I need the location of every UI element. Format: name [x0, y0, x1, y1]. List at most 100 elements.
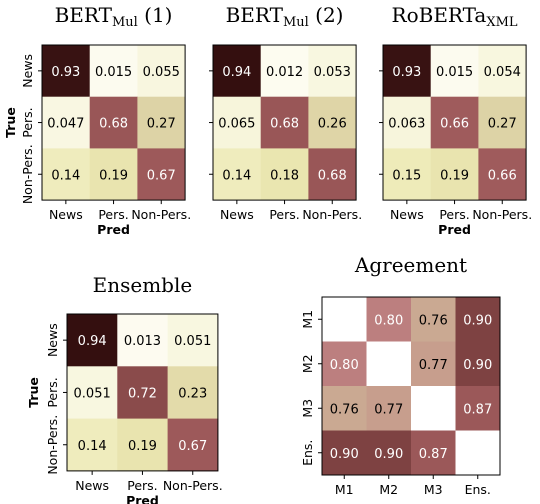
heatmap-panel-5: 0.80 0.76 0.90 0.80 0.77 0.90 0.76 0.77 0.87 0.90…: [300, 253, 501, 497]
heatmap-cell: [455, 386, 501, 431]
heatmap-cell: [308, 96, 357, 149]
cell-value-label: 0.14: [51, 168, 80, 183]
cell-value-label: 0.87: [463, 402, 492, 417]
cell-value-label: 0.19: [99, 168, 128, 183]
cell-value-label: 0.065: [218, 117, 255, 132]
cell-value-label: 0.015: [95, 65, 132, 80]
x-tick-label: Non-Pers.: [163, 478, 223, 493]
cell-value-label: 0.90: [463, 358, 492, 373]
heatmap-cell: [322, 297, 367, 342]
heatmap-cell: [42, 45, 91, 98]
heatmap-cell: [137, 148, 186, 201]
heatmap-cell: [383, 45, 432, 98]
x-tick-label: News: [390, 207, 424, 222]
cell-value-label: 0.67: [147, 168, 176, 183]
heatmap-cell: [260, 96, 309, 149]
cell-value-label: 0.77: [374, 402, 403, 417]
cell-value-label: 0.19: [440, 168, 469, 183]
y-axis-label: True: [3, 107, 18, 138]
cell-value-label: 0.19: [128, 439, 157, 454]
cell-value-label: 0.93: [51, 65, 80, 80]
x-axis-label: Pred: [126, 493, 159, 504]
x-tick-label: M2: [379, 482, 398, 497]
x-tick-label: Non-Pers.: [131, 207, 191, 222]
y-tick-label: Non-Pers.: [20, 144, 35, 204]
heatmap-cell: [260, 45, 309, 98]
heatmap-cell: [42, 96, 91, 149]
cell-value-label: 0.68: [99, 117, 128, 132]
heatmap-cell: [137, 96, 186, 149]
cell-value-label: 0.68: [270, 117, 299, 132]
cell-value-label: 0.66: [440, 117, 469, 132]
heatmap-cell: [430, 45, 479, 98]
cell-value-label: 0.015: [436, 65, 473, 80]
heatmap-cell: [366, 341, 412, 387]
heatmap-cell: [308, 148, 357, 201]
heatmap-cell: [411, 297, 456, 342]
cell-value-label: 0.80: [374, 313, 403, 328]
y-tick-label: Ens.: [300, 440, 315, 466]
panel-title: BERTMul (2): [226, 3, 344, 30]
cell-value-label: 0.94: [222, 65, 251, 80]
cell-value-label: 0.055: [143, 65, 180, 80]
heatmap-cell: [478, 96, 527, 149]
cell-value-label: 0.90: [330, 447, 359, 462]
panel-title: Ensemble: [93, 273, 193, 297]
heatmap-cell: [411, 341, 456, 387]
cell-value-label: 0.063: [388, 117, 425, 132]
heatmap-cell: [383, 148, 432, 201]
x-tick-label: Non-Pers.: [302, 207, 362, 222]
x-tick-label: Pers.: [127, 478, 157, 493]
heatmap-cell: [89, 45, 138, 98]
cell-value-label: 0.94: [78, 334, 107, 349]
heatmap-cell: [366, 386, 412, 431]
panel-title: BERTMul (1): [55, 3, 173, 30]
x-tick-label: News: [75, 478, 109, 493]
y-axis-label: True: [26, 377, 41, 408]
cell-value-label: 0.15: [392, 168, 421, 183]
cell-value-label: 0.68: [318, 168, 347, 183]
cell-value-label: 0.76: [330, 402, 359, 417]
heatmap-cell: [411, 430, 456, 476]
y-tick-label: Pers.: [20, 107, 35, 137]
cell-value-label: 0.66: [488, 168, 517, 183]
cell-value-label: 0.18: [270, 168, 299, 183]
heatmap-cell: [411, 386, 456, 431]
heatmap-cell: [478, 45, 527, 98]
cell-value-label: 0.012: [266, 65, 303, 80]
heatmap-cell: [67, 366, 118, 419]
y-tick-label: Pers.: [45, 377, 60, 407]
cell-value-label: 0.80: [330, 358, 359, 373]
x-tick-label: News: [220, 207, 254, 222]
heatmap-cell: [478, 148, 527, 201]
heatmap-cell: [213, 148, 262, 201]
heatmap-cell: [89, 148, 138, 201]
cell-value-label: 0.14: [78, 439, 107, 454]
heatmap-cell: [213, 45, 262, 98]
cell-value-label: 0.23: [178, 386, 207, 401]
cell-value-label: 0.93: [392, 65, 421, 80]
x-tick-label: M1: [335, 482, 354, 497]
x-tick-label: M3: [424, 482, 443, 497]
heatmap-cell: [430, 96, 479, 149]
heatmap-cell: [117, 366, 168, 419]
cell-value-label: 0.013: [124, 334, 161, 349]
cell-value-label: 0.051: [174, 334, 211, 349]
cell-value-label: 0.90: [463, 313, 492, 328]
cell-value-label: 0.77: [419, 358, 448, 373]
heatmap-cell: [167, 314, 219, 367]
heatmap-cell: [366, 297, 412, 342]
y-tick-label: M2: [300, 354, 315, 373]
cell-value-label: 0.90: [374, 447, 403, 462]
heatmap-panel-4: 0.94 0.013 0.051 0.051 0.72 0.23 0.14 0.19 0.67 N…: [26, 273, 223, 504]
x-tick-label: News: [49, 207, 83, 222]
heatmap-cell: [137, 45, 186, 98]
cell-value-label: 0.27: [147, 117, 176, 132]
cell-value-label: 0.054: [484, 65, 521, 80]
heatmap-cell: [430, 148, 479, 201]
heatmap-cell: [322, 430, 367, 476]
cell-value-label: 0.76: [419, 313, 448, 328]
heatmap-cell: [322, 341, 367, 387]
heatmap-cell: [213, 96, 262, 149]
